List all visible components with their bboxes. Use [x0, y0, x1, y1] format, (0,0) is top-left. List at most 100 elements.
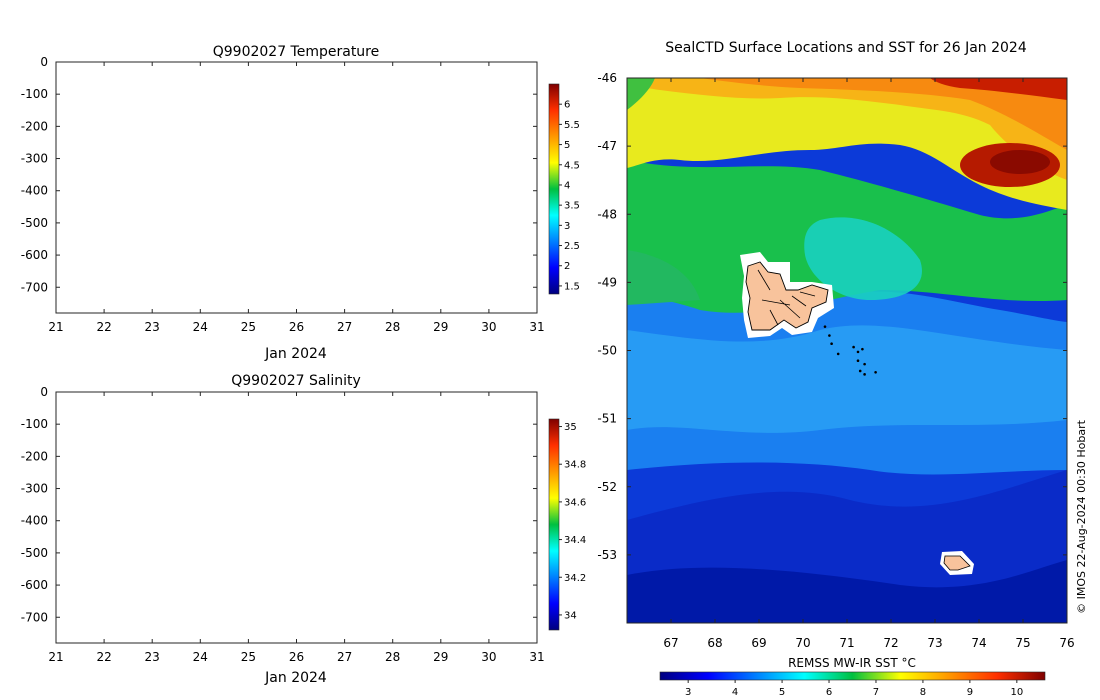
salinity-y-tick-label: -300: [21, 482, 48, 496]
seal-location-point: [863, 373, 866, 376]
temperature-x-tick-label: 26: [289, 320, 304, 334]
temperature-x-tick-label: 21: [48, 320, 63, 334]
sst-colorbar-ticks: 3 4 5 6 7 8 9 10: [685, 680, 1023, 698]
temperature-panel: Q9902027 Temperature 21 22 23 24 25 26 27 28 29 3…: [21, 44, 580, 362]
map-x-tick-label: 67: [663, 636, 678, 650]
salinity-y-tick-label: -200: [21, 449, 48, 463]
map-y-tick-label: -47: [597, 139, 617, 153]
seal-locations: [823, 325, 877, 376]
map-y-tick-label: -51: [597, 412, 617, 426]
temperature-title: Q9902027 Temperature: [213, 44, 380, 60]
sst-field: [627, 78, 1067, 623]
salinity-x-tick-label: 28: [385, 650, 400, 664]
temperature-y-tick-label: -500: [21, 216, 48, 230]
seal-location-point: [823, 325, 827, 328]
map-y-ticks: -46 -47 -48 -49 -50 -51 -52 -53: [597, 71, 1067, 562]
salinity-colorbar-tick-label: 34.6: [564, 497, 586, 508]
temperature-x-tick-label: 28: [385, 320, 400, 334]
salinity-x-tick-label: 30: [481, 650, 496, 664]
seal-location-point: [856, 359, 860, 363]
temperature-x-tick-label: 23: [145, 320, 160, 334]
salinity-y-tick-label: -100: [21, 417, 48, 431]
temperature-x-tick-label: 30: [481, 320, 496, 334]
temperature-y-tick-label: -600: [21, 248, 48, 262]
temperature-y-tick-label: -300: [21, 152, 48, 166]
sst-colorbar: [659, 671, 1046, 681]
sst-colorbar-label: REMSS MW-IR SST °C: [788, 656, 916, 670]
temperature-colorbar-tick-label: 3: [564, 221, 570, 232]
seal-location-point: [830, 342, 833, 345]
seal-location-point: [861, 347, 864, 351]
map-y-tick-label: -49: [597, 275, 617, 289]
temperature-colorbar-tick-label: 2.5: [564, 241, 580, 252]
map-x-tick-label: 70: [795, 636, 810, 650]
salinity-colorbar-tick-label: 34: [564, 610, 577, 621]
seal-location-point: [858, 369, 862, 373]
salinity-colorbar-tick-label: 35: [564, 422, 577, 433]
sst-colorbar-tick-label: 10: [1010, 687, 1023, 698]
temperature-x-tick-label: 22: [96, 320, 111, 334]
salinity-x-ticks: 21 22 23 24 25 26 27 28 29 30 31: [48, 392, 545, 664]
sst-colorbar-tick-label: 8: [920, 687, 926, 698]
map-x-tick-label: 73: [927, 636, 942, 650]
salinity-y-ticks: 0 -100 -200 -300 -400 -500 -600 -700: [21, 385, 537, 624]
temperature-colorbar-tick-label: 4: [564, 180, 570, 191]
salinity-x-tick-label: 29: [433, 650, 448, 664]
temperature-y-tick-label: -200: [21, 119, 48, 133]
temperature-x-tick-label: 24: [193, 320, 208, 334]
sst-colorbar-tick-label: 5: [779, 687, 785, 698]
temperature-x-tick-label: 29: [433, 320, 448, 334]
sst-colorbar-tick-label: 3: [685, 687, 691, 698]
temperature-y-tick-label: -100: [21, 87, 48, 101]
salinity-y-tick-label: -400: [21, 514, 48, 528]
salinity-x-tick-label: 24: [193, 650, 208, 664]
salinity-x-tick-label: 31: [529, 650, 544, 664]
salinity-colorbar-tick-label: 34.8: [564, 460, 586, 471]
map-x-tick-label: 69: [751, 636, 766, 650]
map-x-tick-label: 75: [1015, 636, 1030, 650]
map-x-tick-label: 74: [971, 636, 986, 650]
salinity-colorbar-tick-label: 34.2: [564, 573, 586, 584]
map-y-tick-label: -50: [597, 344, 617, 358]
map-y-tick-label: -53: [597, 548, 617, 562]
salinity-axes: [55, 391, 538, 644]
salinity-y-tick-label: -700: [21, 610, 48, 624]
temperature-colorbar-ticks: 1.5 2 2.5 3 3.5 4 4.5 5 5.5 6: [559, 100, 580, 292]
sst-colorbar-tick-label: 6: [826, 687, 832, 698]
seal-location-point: [852, 345, 855, 349]
salinity-colorbar-tick-label: 34.4: [564, 535, 586, 546]
seal-location-point: [874, 371, 877, 374]
temperature-colorbar: [548, 83, 560, 295]
salinity-panel: Q9902027 Salinity 21 22 23 24 25 26 27 28 29 30 31…: [21, 373, 587, 686]
seal-location-point: [856, 350, 860, 354]
seal-location-point: [836, 352, 840, 356]
temperature-colorbar-tick-label: 4.5: [564, 160, 580, 171]
temperature-colorbar-tick-label: 6: [564, 100, 570, 111]
temperature-x-tick-label: 25: [241, 320, 256, 334]
map-y-tick-label: -52: [597, 480, 617, 494]
map-y-tick-label: -48: [597, 207, 617, 221]
map-x-tick-label: 76: [1059, 636, 1074, 650]
temperature-x-tick-label: 31: [529, 320, 544, 334]
temperature-axes: [55, 61, 538, 314]
salinity-y-tick-label: -500: [21, 546, 48, 560]
temperature-y-tick-label: -400: [21, 184, 48, 198]
temperature-y-tick-label: 0: [40, 55, 48, 69]
salinity-y-tick-label: 0: [40, 385, 48, 399]
temperature-x-tick-label: 27: [337, 320, 352, 334]
salinity-y-tick-label: -600: [21, 578, 48, 592]
temperature-colorbar-tick-label: 5.5: [564, 120, 580, 131]
salinity-colorbar-ticks: 34 34.2 34.4 34.6 34.8 35: [559, 422, 586, 621]
map-title: SealCTD Surface Locations and SST for 26…: [665, 40, 1027, 56]
salinity-colorbar: [548, 418, 560, 631]
seal-location-point: [863, 362, 866, 366]
temperature-colorbar-tick-label: 5: [564, 140, 570, 151]
temperature-x-label: Jan 2024: [264, 346, 327, 362]
salinity-x-tick-label: 26: [289, 650, 304, 664]
sst-colorbar-tick-label: 4: [732, 687, 738, 698]
temperature-x-ticks: 21 22 23 24 25 26 27 28 29 30 31: [48, 62, 545, 334]
temperature-colorbar-tick-label: 1.5: [564, 281, 580, 292]
sst-colorbar-tick-label: 9: [967, 687, 973, 698]
salinity-x-tick-label: 21: [48, 650, 63, 664]
temperature-colorbar-tick-label: 3.5: [564, 201, 580, 212]
